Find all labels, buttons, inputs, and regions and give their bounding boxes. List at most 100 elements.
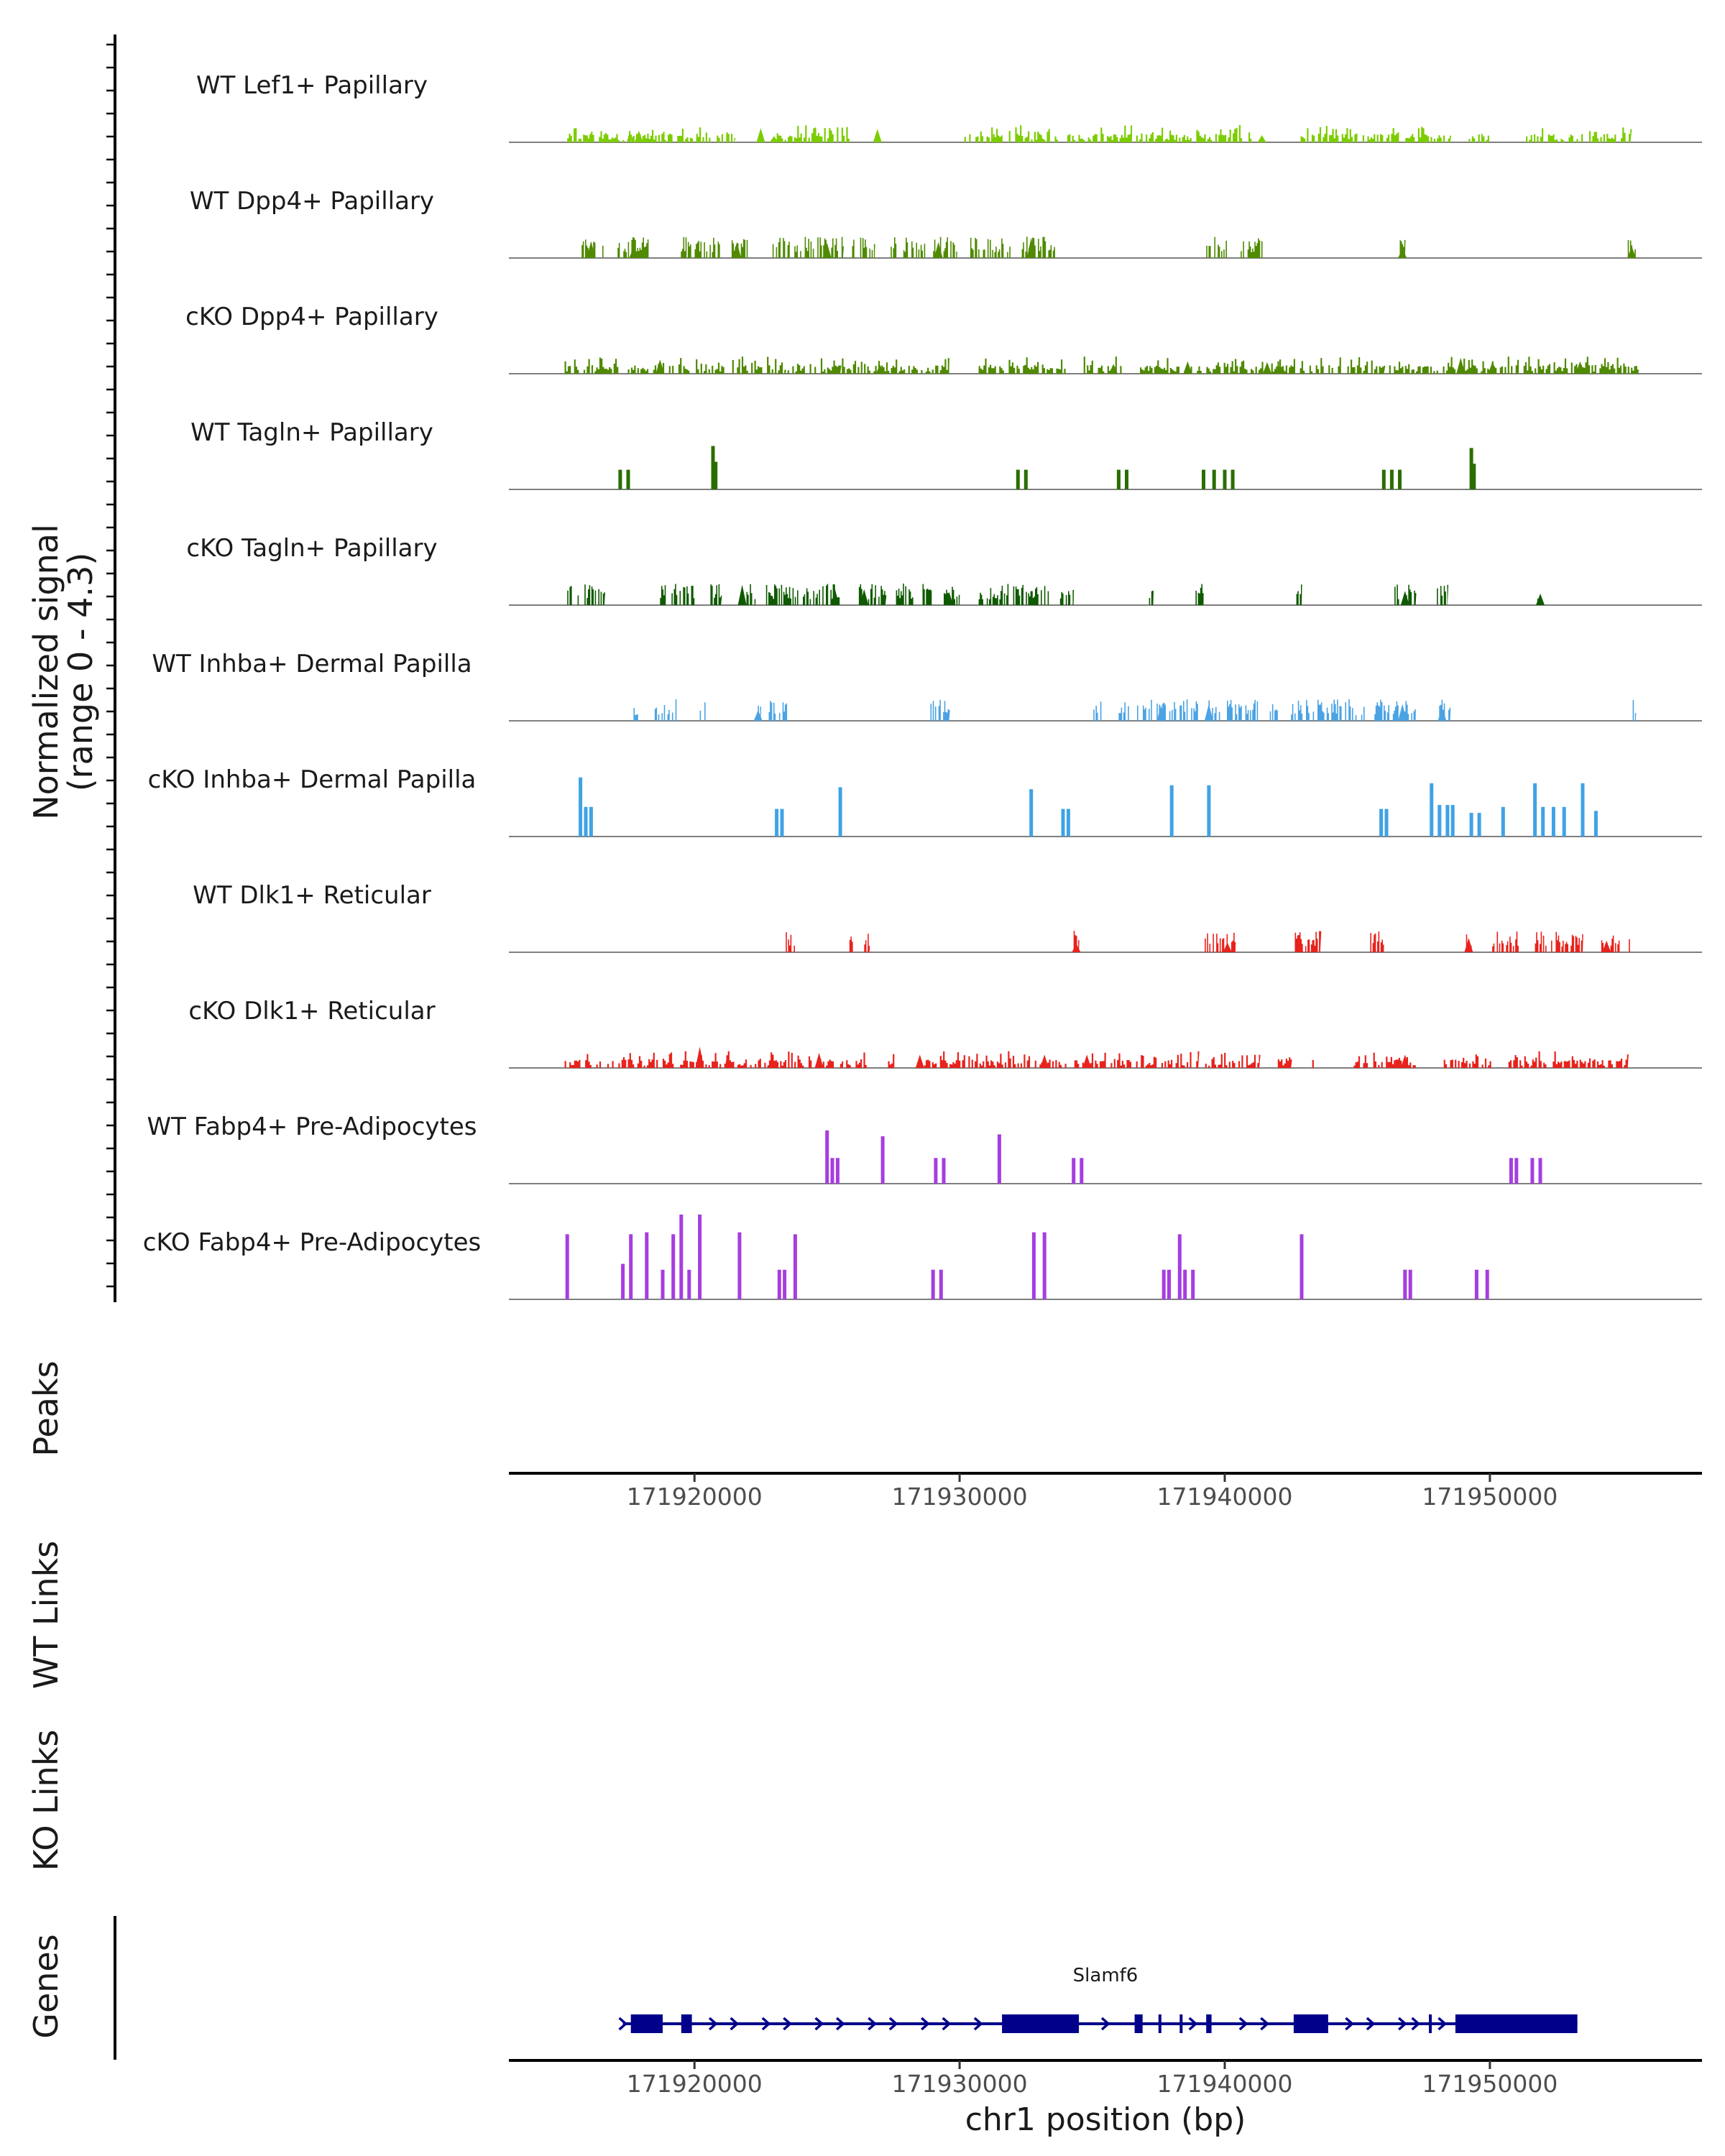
- signal-peak: [1602, 940, 1611, 952]
- strand-arrow: [618, 2017, 628, 2031]
- coverage-region: [1362, 126, 1451, 142]
- strand-arrow: [761, 2017, 771, 2031]
- signal-peak: [1474, 1269, 1478, 1299]
- coverage-region: [1092, 701, 1104, 721]
- coverage-region: [1468, 134, 1491, 142]
- signal-peak: [1400, 591, 1409, 605]
- gene-exon: [1002, 2014, 1080, 2033]
- signal-peak: [1509, 1158, 1513, 1184]
- coverage-region: [1195, 584, 1204, 605]
- signal-peak: [1438, 805, 1442, 837]
- track-label: cKO Dlk1+ Reticular: [188, 997, 435, 1026]
- coverage-region: [960, 127, 995, 142]
- signal-peak: [1488, 361, 1497, 374]
- coverage-region: [1140, 358, 1284, 374]
- signal-peak: [698, 1215, 702, 1299]
- signal-peak: [931, 1269, 935, 1299]
- signal-peak: [579, 777, 583, 837]
- coverage-region: [1489, 931, 1520, 952]
- coverage-region: [654, 699, 679, 721]
- strand-arrow: [868, 2017, 878, 2031]
- signal-peak: [793, 1234, 797, 1299]
- signal-peak: [783, 1269, 787, 1299]
- signal-peak: [1230, 469, 1235, 489]
- signal-peak: [1530, 1158, 1535, 1184]
- coverage-track: WT Fabp4+ Pre-Adipocytes: [147, 1112, 1702, 1184]
- ko-links-panel-label: KO Links: [27, 1730, 65, 1871]
- coverage-region: [1627, 366, 1639, 374]
- coverage-region: [1508, 1051, 1629, 1068]
- signal-peak: [711, 446, 715, 489]
- signal-peak: [1169, 785, 1174, 837]
- signal-peak: [1389, 469, 1394, 489]
- signal-peak: [1464, 938, 1473, 952]
- signal-peak: [780, 808, 784, 837]
- coverage-region: [1057, 589, 1074, 605]
- signal-peak: [934, 1158, 938, 1184]
- coverage-region: [699, 702, 708, 721]
- peaks-x-axis-ticks: 171920000 171930000 171940000 171950000: [627, 1473, 1558, 1511]
- coverage-region: [1368, 931, 1384, 952]
- signal-peak: [1263, 361, 1272, 374]
- signal-peak: [589, 806, 593, 837]
- x-tick-label: 171940000: [1157, 1483, 1293, 1511]
- signal-peak: [1533, 783, 1537, 837]
- coverage-region: [848, 936, 855, 952]
- coverage-track: cKO Inhba+ Dermal Papilla: [148, 765, 1702, 837]
- signal-peak: [1125, 469, 1128, 489]
- signal-peak: [565, 1234, 569, 1299]
- signal-peak: [679, 1215, 684, 1299]
- signal-peak: [1167, 1269, 1171, 1299]
- signal-peak: [1450, 805, 1455, 837]
- coverage-region: [1630, 699, 1637, 721]
- track-label: WT Inhba+ Dermal Papilla: [152, 650, 472, 678]
- coverage-region: [922, 1051, 1121, 1068]
- coverage-track: cKO Dlk1+ Reticular: [188, 997, 1702, 1069]
- coverage-region: [567, 584, 605, 605]
- peaks-panel-label: Peaks: [27, 1360, 65, 1456]
- coverage-region: [633, 708, 640, 721]
- track-label: WT Dlk1+ Reticular: [193, 881, 431, 910]
- coverage-region: [1601, 935, 1632, 952]
- coverage-region: [975, 357, 1067, 374]
- signal-peak: [1300, 1234, 1304, 1299]
- track-label: WT Fabp4+ Pre-Adipocytes: [147, 1112, 477, 1141]
- gene-exon: [1293, 2014, 1328, 2033]
- signal-peak: [1430, 783, 1434, 837]
- signal-peak: [1080, 1158, 1084, 1184]
- signal-peak: [1183, 1269, 1187, 1299]
- signal-peak: [830, 589, 840, 605]
- coverage-region: [660, 584, 695, 605]
- signal-peak: [645, 1232, 649, 1299]
- coverage-region: [564, 1051, 728, 1068]
- gene-label: Slamf6: [1073, 1965, 1138, 1986]
- signal-peak: [1384, 808, 1389, 837]
- strand-arrow: [1188, 2017, 1198, 2031]
- gene-model: [618, 2014, 1578, 2033]
- signal-peak: [1562, 806, 1566, 837]
- coverage-region: [1352, 1055, 1370, 1068]
- gene-exon: [681, 2014, 692, 2033]
- signal-peak: [1177, 1234, 1182, 1299]
- coverage-region: [1312, 1060, 1319, 1068]
- coverage-tracks: WT Lef1+ Papillary WT Dpp4+ Papillary cKO …: [143, 71, 1702, 1300]
- coverage-region: [1291, 699, 1366, 721]
- signal-peak: [1223, 469, 1227, 489]
- signal-peak: [732, 241, 742, 258]
- strand-arrow: [814, 2017, 824, 2031]
- signal-peak: [695, 1046, 704, 1068]
- coverage-region: [991, 125, 1133, 142]
- coverage-region: [970, 237, 1013, 258]
- signal-peak: [661, 1269, 665, 1299]
- signal-peak: [875, 364, 885, 374]
- signal-peak: [629, 247, 638, 258]
- x-tick-label: 171940000: [1157, 2070, 1293, 2098]
- coverage-region: [1206, 236, 1228, 258]
- x-tick-label: 171930000: [892, 1483, 1028, 1511]
- signal-peak: [1072, 1158, 1076, 1184]
- signal-peak: [1042, 1232, 1046, 1299]
- signal-peak: [586, 241, 596, 258]
- x-tick-label: 171930000: [892, 2070, 1028, 2098]
- coverage-region: [1118, 699, 1200, 721]
